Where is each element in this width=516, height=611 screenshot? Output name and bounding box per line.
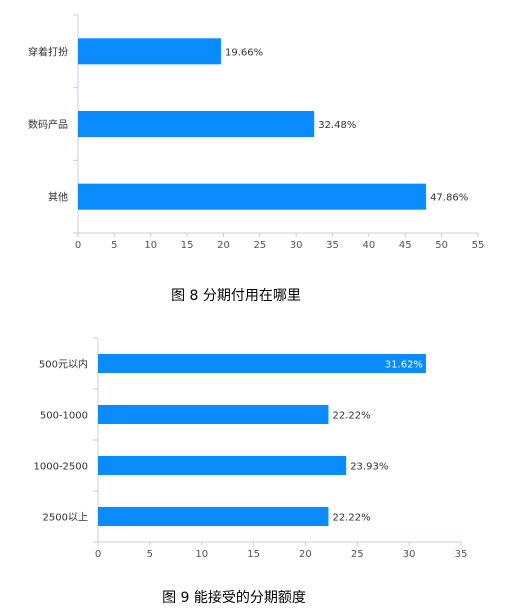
x-tick-label: 50 — [435, 240, 448, 251]
bar — [78, 183, 427, 210]
x-tick-label: 25 — [253, 240, 266, 251]
bar — [78, 38, 221, 65]
bar — [98, 507, 329, 526]
x-tick-label: 10 — [144, 240, 157, 251]
x-tick-label: 40 — [363, 240, 376, 251]
data-label: 22.22% — [332, 411, 370, 422]
data-label: 32.48% — [318, 120, 356, 131]
bar — [98, 456, 347, 475]
figure-caption: 图 8 分期付用在哪里 — [171, 288, 301, 304]
x-tick-label: 15 — [247, 549, 260, 560]
data-label: 22.22% — [332, 513, 370, 524]
x-tick-label: 15 — [181, 240, 194, 251]
data-label: 31.62% — [385, 360, 423, 371]
bar — [98, 405, 329, 424]
category-label: 500-1000 — [40, 411, 88, 422]
category-label: 1000-2500 — [33, 462, 88, 473]
x-tick-label: 55 — [472, 240, 485, 251]
figure-caption: 图 9 能接受的分期额度 — [162, 589, 306, 606]
category-label: 500元以内 — [39, 358, 88, 371]
x-tick-label: 45 — [399, 240, 412, 251]
bar — [78, 111, 315, 137]
x-tick-label: 10 — [195, 549, 208, 560]
x-tick-label: 30 — [403, 549, 416, 560]
x-tick-label: 0 — [75, 240, 81, 251]
data-label: 23.93% — [350, 462, 388, 473]
x-tick-label: 5 — [111, 240, 117, 251]
x-tick-label: 35 — [455, 549, 468, 560]
x-tick-label: 35 — [326, 240, 339, 251]
x-tick-label: 20 — [299, 549, 312, 560]
data-label: 47.86% — [430, 193, 468, 204]
category-label: 穿着打扮 — [28, 45, 68, 58]
category-label: 2500以上 — [43, 512, 88, 524]
x-tick-label: 5 — [147, 549, 153, 560]
bar — [98, 354, 426, 373]
category-label: 其他 — [48, 191, 68, 204]
x-tick-label: 20 — [217, 240, 230, 251]
x-tick-label: 0 — [95, 549, 101, 560]
x-tick-label: 30 — [290, 240, 303, 251]
category-label: 数码产品 — [28, 118, 68, 131]
x-tick-label: 25 — [351, 549, 364, 560]
data-label: 19.66% — [225, 47, 263, 58]
